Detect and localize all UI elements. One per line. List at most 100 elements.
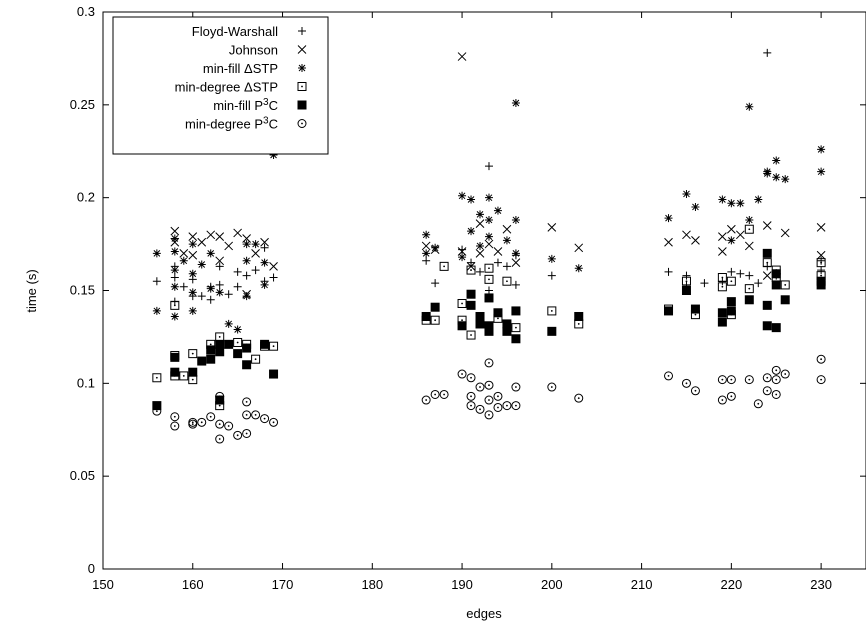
data-point [170, 352, 180, 362]
legend-marker [297, 45, 307, 54]
data-point [753, 399, 763, 409]
data-point [260, 339, 270, 349]
data-point [717, 317, 727, 327]
data-point [269, 417, 279, 427]
data-point [484, 193, 493, 202]
data-point [744, 375, 754, 385]
data-point [439, 261, 449, 271]
data-point [269, 150, 278, 159]
x-tick-label: 160 [182, 577, 204, 592]
data-point [736, 199, 745, 208]
data-point [170, 300, 180, 310]
data-point [233, 430, 243, 440]
data-point [690, 304, 700, 314]
data-point [233, 282, 242, 291]
data-point [780, 369, 790, 379]
data-point [511, 323, 521, 333]
y-tick-label: 0 [88, 561, 95, 576]
data-point [233, 325, 242, 334]
x-tick-label: 190 [451, 577, 473, 592]
data-point [493, 308, 503, 318]
data-point [744, 241, 754, 251]
data-point [431, 243, 440, 252]
data-point [754, 195, 763, 204]
data-point [467, 195, 476, 204]
data-point [772, 156, 781, 165]
data-point [664, 267, 673, 276]
data-point [816, 223, 826, 232]
data-point [771, 280, 781, 290]
data-point [574, 243, 584, 253]
x-tick-label: 170 [272, 577, 294, 592]
data-point [431, 279, 440, 288]
data-point [726, 224, 736, 234]
data-point [574, 393, 584, 403]
data-point [762, 248, 772, 258]
data-point [771, 365, 781, 375]
data-point [215, 280, 224, 289]
data-point [700, 279, 709, 288]
data-point [251, 354, 261, 364]
data-point [780, 228, 790, 238]
data-point [188, 269, 197, 278]
data-point [664, 237, 673, 247]
data-point [269, 369, 279, 379]
data-point [762, 321, 772, 331]
data-point [422, 249, 431, 258]
data-point [771, 269, 781, 279]
data-point [817, 167, 826, 176]
data-point [215, 332, 225, 342]
data-point [430, 302, 440, 312]
data-point [690, 386, 700, 396]
data-point [215, 339, 225, 349]
data-point [475, 319, 485, 329]
data-point [242, 397, 252, 407]
data-point [493, 391, 503, 401]
data-point [466, 373, 476, 383]
data-point [717, 273, 727, 283]
x-tick-label: 220 [721, 577, 743, 592]
data-point [215, 419, 225, 429]
data-point [188, 306, 197, 315]
data-point [170, 282, 179, 291]
data-point [574, 311, 584, 321]
data-point [215, 232, 225, 242]
data-point [224, 241, 234, 251]
data-point [215, 288, 224, 297]
data-point [493, 258, 502, 267]
data-point [242, 240, 251, 249]
data-point [681, 378, 691, 388]
data-point [152, 277, 161, 286]
data-point [502, 262, 511, 271]
data-point [242, 360, 252, 370]
data-point [215, 262, 224, 271]
data-point [511, 280, 520, 289]
data-point [484, 232, 493, 241]
legend-label: Floyd-Warshall [192, 24, 278, 39]
data-point [206, 412, 216, 422]
x-tick-label: 210 [631, 577, 653, 592]
data-point [206, 284, 215, 293]
data-point [511, 306, 521, 316]
data-point [242, 428, 252, 438]
data-point [691, 202, 700, 211]
data-point [188, 349, 198, 359]
data-point [727, 267, 736, 276]
data-point [717, 282, 727, 292]
data-point [475, 311, 485, 321]
data-point [817, 145, 826, 154]
data-point [260, 414, 270, 424]
data-point [233, 349, 243, 359]
data-point [467, 227, 476, 236]
data-point [466, 300, 476, 310]
data-point [260, 243, 269, 252]
data-point [547, 326, 557, 336]
data-point [780, 295, 790, 305]
data-point [458, 245, 467, 254]
data-point [215, 391, 225, 401]
data-point [215, 347, 225, 357]
legend-marker [298, 27, 306, 35]
data-point [233, 228, 243, 238]
data-point [421, 395, 431, 405]
data-point [206, 230, 216, 240]
